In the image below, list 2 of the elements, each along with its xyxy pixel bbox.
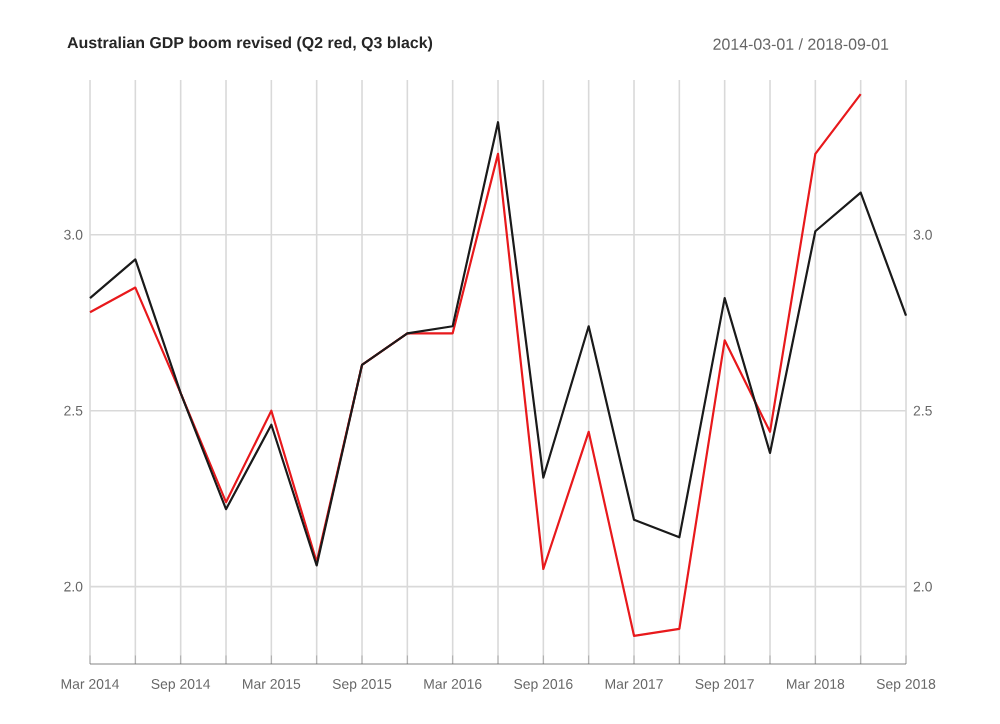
line-series (88, 121, 908, 567)
line-series (88, 92, 862, 637)
